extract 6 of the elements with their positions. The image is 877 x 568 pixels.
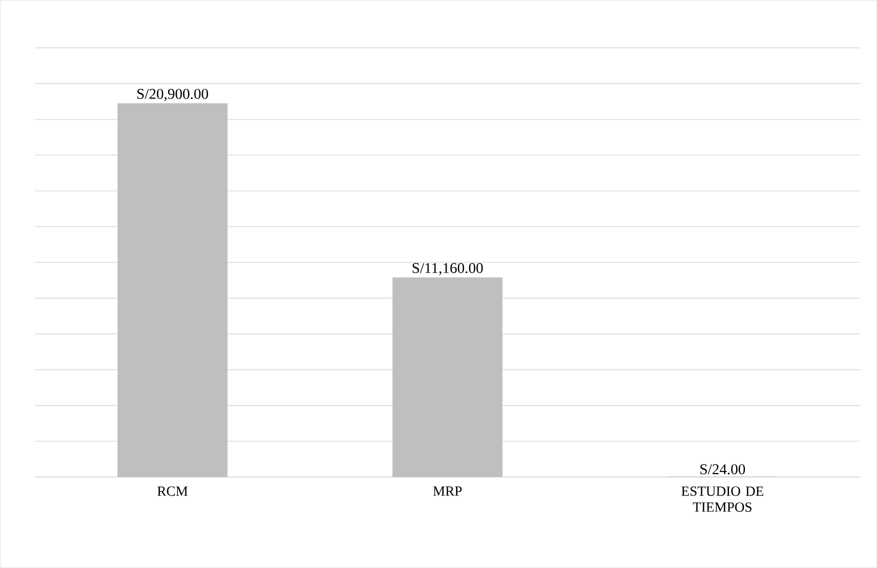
data-label: S/20,900.00 [137,88,208,102]
data-label: S/24.00 [700,464,745,474]
x-tick-label: MRP [433,486,462,496]
x-tick-label: ESTUDIO DE TIEMPOS [681,486,764,512]
x-tick-label: RCM [157,486,188,496]
data-label: S/11,160.00 [412,262,483,276]
